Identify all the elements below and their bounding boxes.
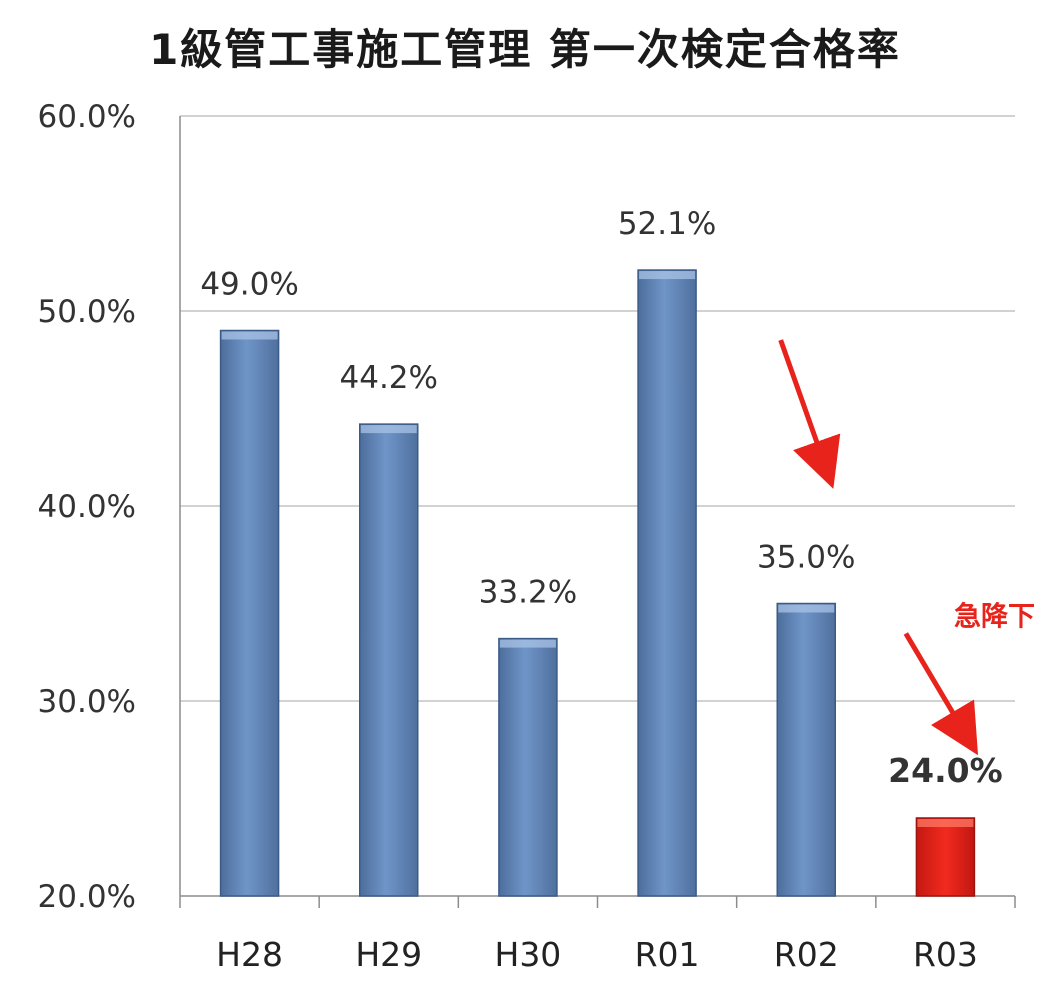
data-label: 52.1% — [618, 206, 716, 242]
data-label: 33.2% — [479, 575, 577, 611]
bar-layer — [219, 269, 976, 897]
bar-highlight — [639, 271, 696, 280]
y-tick-label: 30.0% — [38, 684, 136, 720]
y-tick-label: 50.0% — [38, 294, 136, 330]
bar-highlight — [499, 639, 556, 648]
bar — [359, 423, 419, 897]
decline-arrow — [778, 339, 841, 489]
y-tick-label: 40.0% — [38, 489, 136, 525]
y-tick-label: 20.0% — [38, 879, 136, 915]
x-tick-label: H28 — [216, 935, 283, 974]
annotation-label: 急降下 — [954, 601, 1035, 633]
bar — [637, 269, 697, 897]
y-tick-label: 60.0% — [38, 99, 136, 135]
x-tick-label: R02 — [774, 935, 839, 974]
data-label: 24.0% — [888, 751, 1003, 790]
grid-layer — [180, 115, 1015, 702]
bar-highlight — [917, 819, 974, 827]
bar — [776, 602, 836, 897]
bar-highlight — [360, 425, 417, 434]
annotation-layer: 急降下 — [778, 339, 1035, 756]
chart-title: 1級管工事施工管理 第一次検定合格率 — [149, 25, 901, 74]
x-tick-label: H30 — [495, 935, 562, 974]
bar-highlight — [778, 604, 835, 613]
axis-layer: 20.0% 30.0% 40.0% 50.0% 60.0% — [38, 99, 1016, 915]
x-tick-label: R01 — [635, 935, 700, 974]
bar — [219, 329, 280, 897]
bar — [915, 817, 976, 897]
bar-highlight — [221, 331, 278, 340]
bar — [498, 637, 558, 897]
data-label: 49.0% — [200, 267, 298, 303]
data-label: 35.0% — [757, 540, 855, 576]
decline-arrow — [903, 632, 979, 756]
x-tick-label: H29 — [355, 935, 422, 974]
data-label: 44.2% — [340, 360, 438, 396]
label-layer: H28 49.0% H29 44.2% H30 33.2% R01 52.1% R02 35.0%… — [200, 206, 1002, 974]
x-tick-label: R03 — [913, 935, 978, 974]
